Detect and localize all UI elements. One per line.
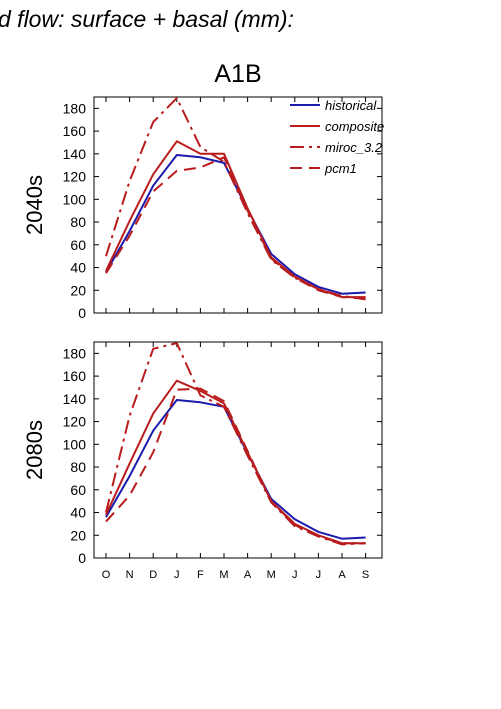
y-tick-label: 160 — [63, 123, 87, 139]
y-tick-label: 0 — [78, 305, 86, 321]
y-tick-label: 80 — [70, 459, 86, 475]
x-tick-label: N — [126, 569, 134, 581]
y-tick-label: 20 — [70, 282, 86, 298]
x-tick-label: J — [174, 569, 180, 581]
chart-panel-2080s: 0 20 40 60 80 100 120 140 160 180 O N D J F M A M J J A S 2080… — [22, 341, 383, 581]
x-tick-label: J — [316, 569, 322, 581]
series-line-composite — [105, 379, 366, 545]
y-tick-label: 80 — [70, 214, 86, 230]
y-tick-label: 180 — [63, 345, 87, 361]
y-tick-label: 120 — [63, 169, 87, 185]
y-tick-label: 40 — [70, 505, 86, 521]
x-tick-label: J — [292, 569, 298, 581]
legend-label: historical — [325, 98, 377, 113]
x-tick-label: A — [244, 569, 252, 581]
x-tick-label: S — [362, 569, 369, 581]
scenario-title: A1B — [214, 60, 261, 88]
chart-panel-2040s: 0 20 40 60 80 100 120 140 160 180 2040s — [22, 96, 383, 321]
plot-frame — [93, 341, 383, 559]
series-line-pcm1 — [105, 156, 366, 300]
period-label: 2080s — [22, 420, 47, 480]
y-tick-label: 120 — [63, 414, 87, 430]
legend-label: composite — [325, 119, 384, 134]
y-tick-label: 40 — [70, 260, 86, 276]
series-line-miroc-3-2 — [105, 97, 366, 301]
legend-label: pcm1 — [324, 161, 357, 176]
legend-label: miroc_3.2 — [325, 140, 383, 155]
x-tick-label: M — [219, 569, 228, 581]
series-line-miroc-3-2 — [105, 342, 366, 546]
y-tick-label: 0 — [78, 550, 86, 566]
y-tick-label: 100 — [63, 191, 87, 207]
y-tick-label: 60 — [70, 237, 86, 253]
y-tick-label: 160 — [63, 368, 87, 384]
figure-header: d flow: surface + basal (mm): — [0, 6, 294, 32]
y-tick-label: 20 — [70, 527, 86, 543]
period-label: 2040s — [22, 175, 47, 235]
x-tick-label: F — [197, 569, 204, 581]
x-tick-label: O — [102, 569, 111, 581]
plot-frame — [93, 96, 383, 314]
y-tick-label: 60 — [70, 482, 86, 498]
x-tick-label: A — [338, 569, 346, 581]
y-tick-label: 140 — [63, 146, 87, 162]
series-line-historical — [105, 154, 366, 295]
series-line-pcm1 — [105, 387, 366, 545]
legend: historical composite miroc_3.2 pcm1 — [290, 98, 384, 176]
x-tick-label: D — [149, 569, 157, 581]
x-tick-label: M — [267, 569, 276, 581]
y-tick-label: 180 — [63, 100, 87, 116]
y-tick-label: 140 — [63, 391, 87, 407]
y-tick-label: 100 — [63, 436, 87, 452]
